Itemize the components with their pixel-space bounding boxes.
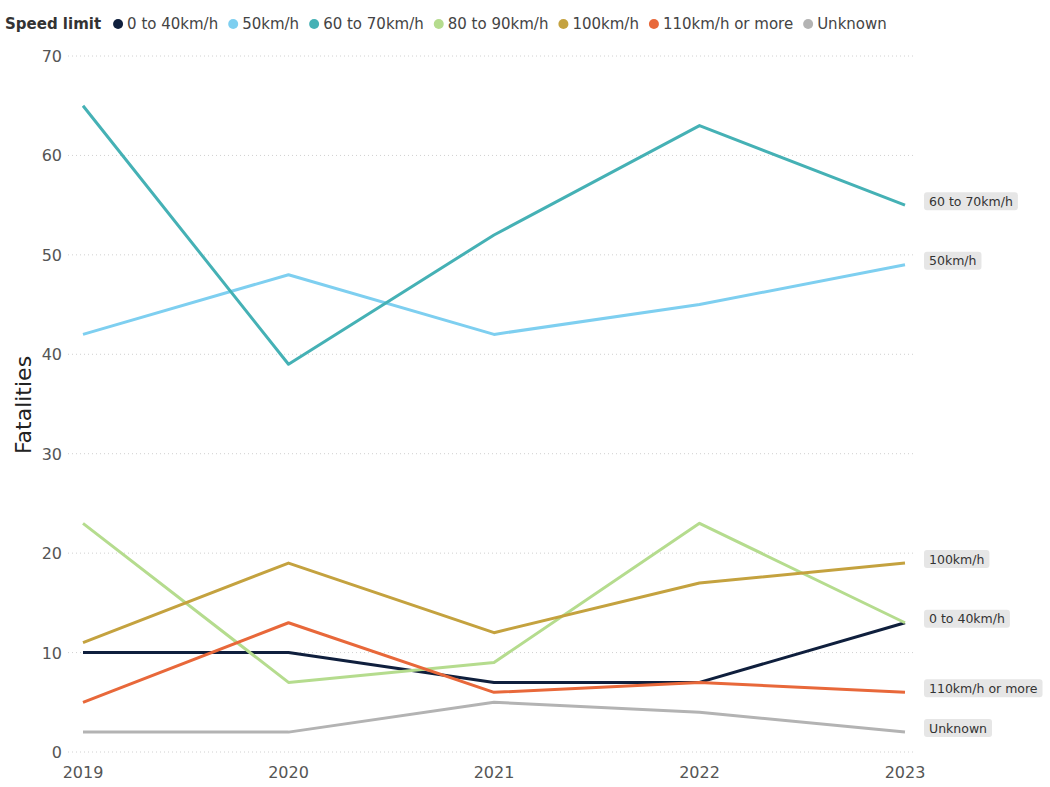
y-tick-label: 0 [52, 743, 62, 762]
y-tick-label: 20 [42, 544, 62, 563]
end-label: Unknown [924, 719, 992, 737]
x-tick-label: 2020 [268, 763, 309, 782]
grid-line [68, 553, 915, 554]
legend-label: 80 to 90km/h [448, 15, 549, 33]
legend-label: 0 to 40km/h [127, 15, 218, 33]
legend-item: Unknown [803, 15, 887, 33]
y-tick-label: 60 [42, 146, 62, 165]
end-label-bg [924, 192, 1018, 210]
legend-item: 100km/h [558, 15, 639, 33]
legend-marker [803, 19, 813, 29]
x-tick-label: 2019 [63, 763, 104, 782]
x-tick-label: 2023 [885, 763, 926, 782]
y-tick-label: 40 [42, 345, 62, 364]
end-label: 60 to 70km/h [924, 192, 1018, 210]
y-tick-label: 70 [42, 47, 62, 66]
end-label-bg [924, 610, 1010, 628]
end-label-text: 0 to 40km/h [929, 611, 1005, 626]
legend-marker [649, 19, 659, 29]
series-line [83, 563, 905, 643]
grid-line [68, 354, 915, 355]
series-line [83, 106, 905, 365]
legend-item: 0 to 40km/h [113, 15, 218, 33]
legend-marker [434, 19, 444, 29]
x-tick-label: 2022 [679, 763, 720, 782]
y-tick-label: 10 [42, 644, 62, 663]
end-label-bg [924, 719, 992, 737]
x-tick-label: 2021 [474, 763, 515, 782]
legend-label: 50km/h [242, 15, 299, 33]
grid-line [68, 453, 915, 454]
legend-label: 100km/h [572, 15, 639, 33]
legend-item: 60 to 70km/h [309, 15, 424, 33]
grid-line [68, 254, 915, 255]
end-label: 110km/h or more [924, 679, 1043, 697]
legend-label: 110km/h or more [663, 15, 793, 33]
end-label: 100km/h [924, 550, 989, 568]
y-tick-label: 30 [42, 445, 62, 464]
grid-line [68, 752, 915, 753]
end-label: 0 to 40km/h [924, 610, 1010, 628]
y-axis-title: Fatalities [11, 356, 36, 454]
series-line [83, 265, 905, 335]
legend-marker [113, 19, 123, 29]
end-label-text: 60 to 70km/h [929, 194, 1013, 209]
series-line [83, 523, 905, 682]
legend-marker [558, 19, 568, 29]
plot-lines [83, 106, 905, 732]
y-tick-label: 50 [42, 246, 62, 265]
end-label: 50km/h [924, 252, 981, 270]
end-label-bg [924, 550, 989, 568]
end-label-bg [924, 679, 1043, 697]
grid-line [68, 155, 915, 156]
legend-label: Unknown [817, 15, 887, 33]
grid-line [68, 56, 915, 57]
series-line [83, 702, 905, 732]
legend-item: 80 to 90km/h [434, 15, 549, 33]
legend-item: 110km/h or more [649, 15, 793, 33]
legend-marker [309, 19, 319, 29]
legend-item: 50km/h [228, 15, 299, 33]
chart: 0 10 20 30 40 50 60 70 2019 2020 2021 2022 2023 Fatal… [0, 0, 1050, 787]
end-label-text: 100km/h [929, 552, 984, 567]
end-label-text: 50km/h [929, 253, 976, 268]
end-label-text: 110km/h or more [929, 681, 1038, 696]
legend-label: 60 to 70km/h [323, 15, 424, 33]
legend-title: Speed limit [5, 15, 101, 33]
end-label-text: Unknown [929, 721, 987, 736]
end-label-bg [924, 252, 981, 270]
series-line [83, 623, 905, 703]
legend-marker [228, 19, 238, 29]
